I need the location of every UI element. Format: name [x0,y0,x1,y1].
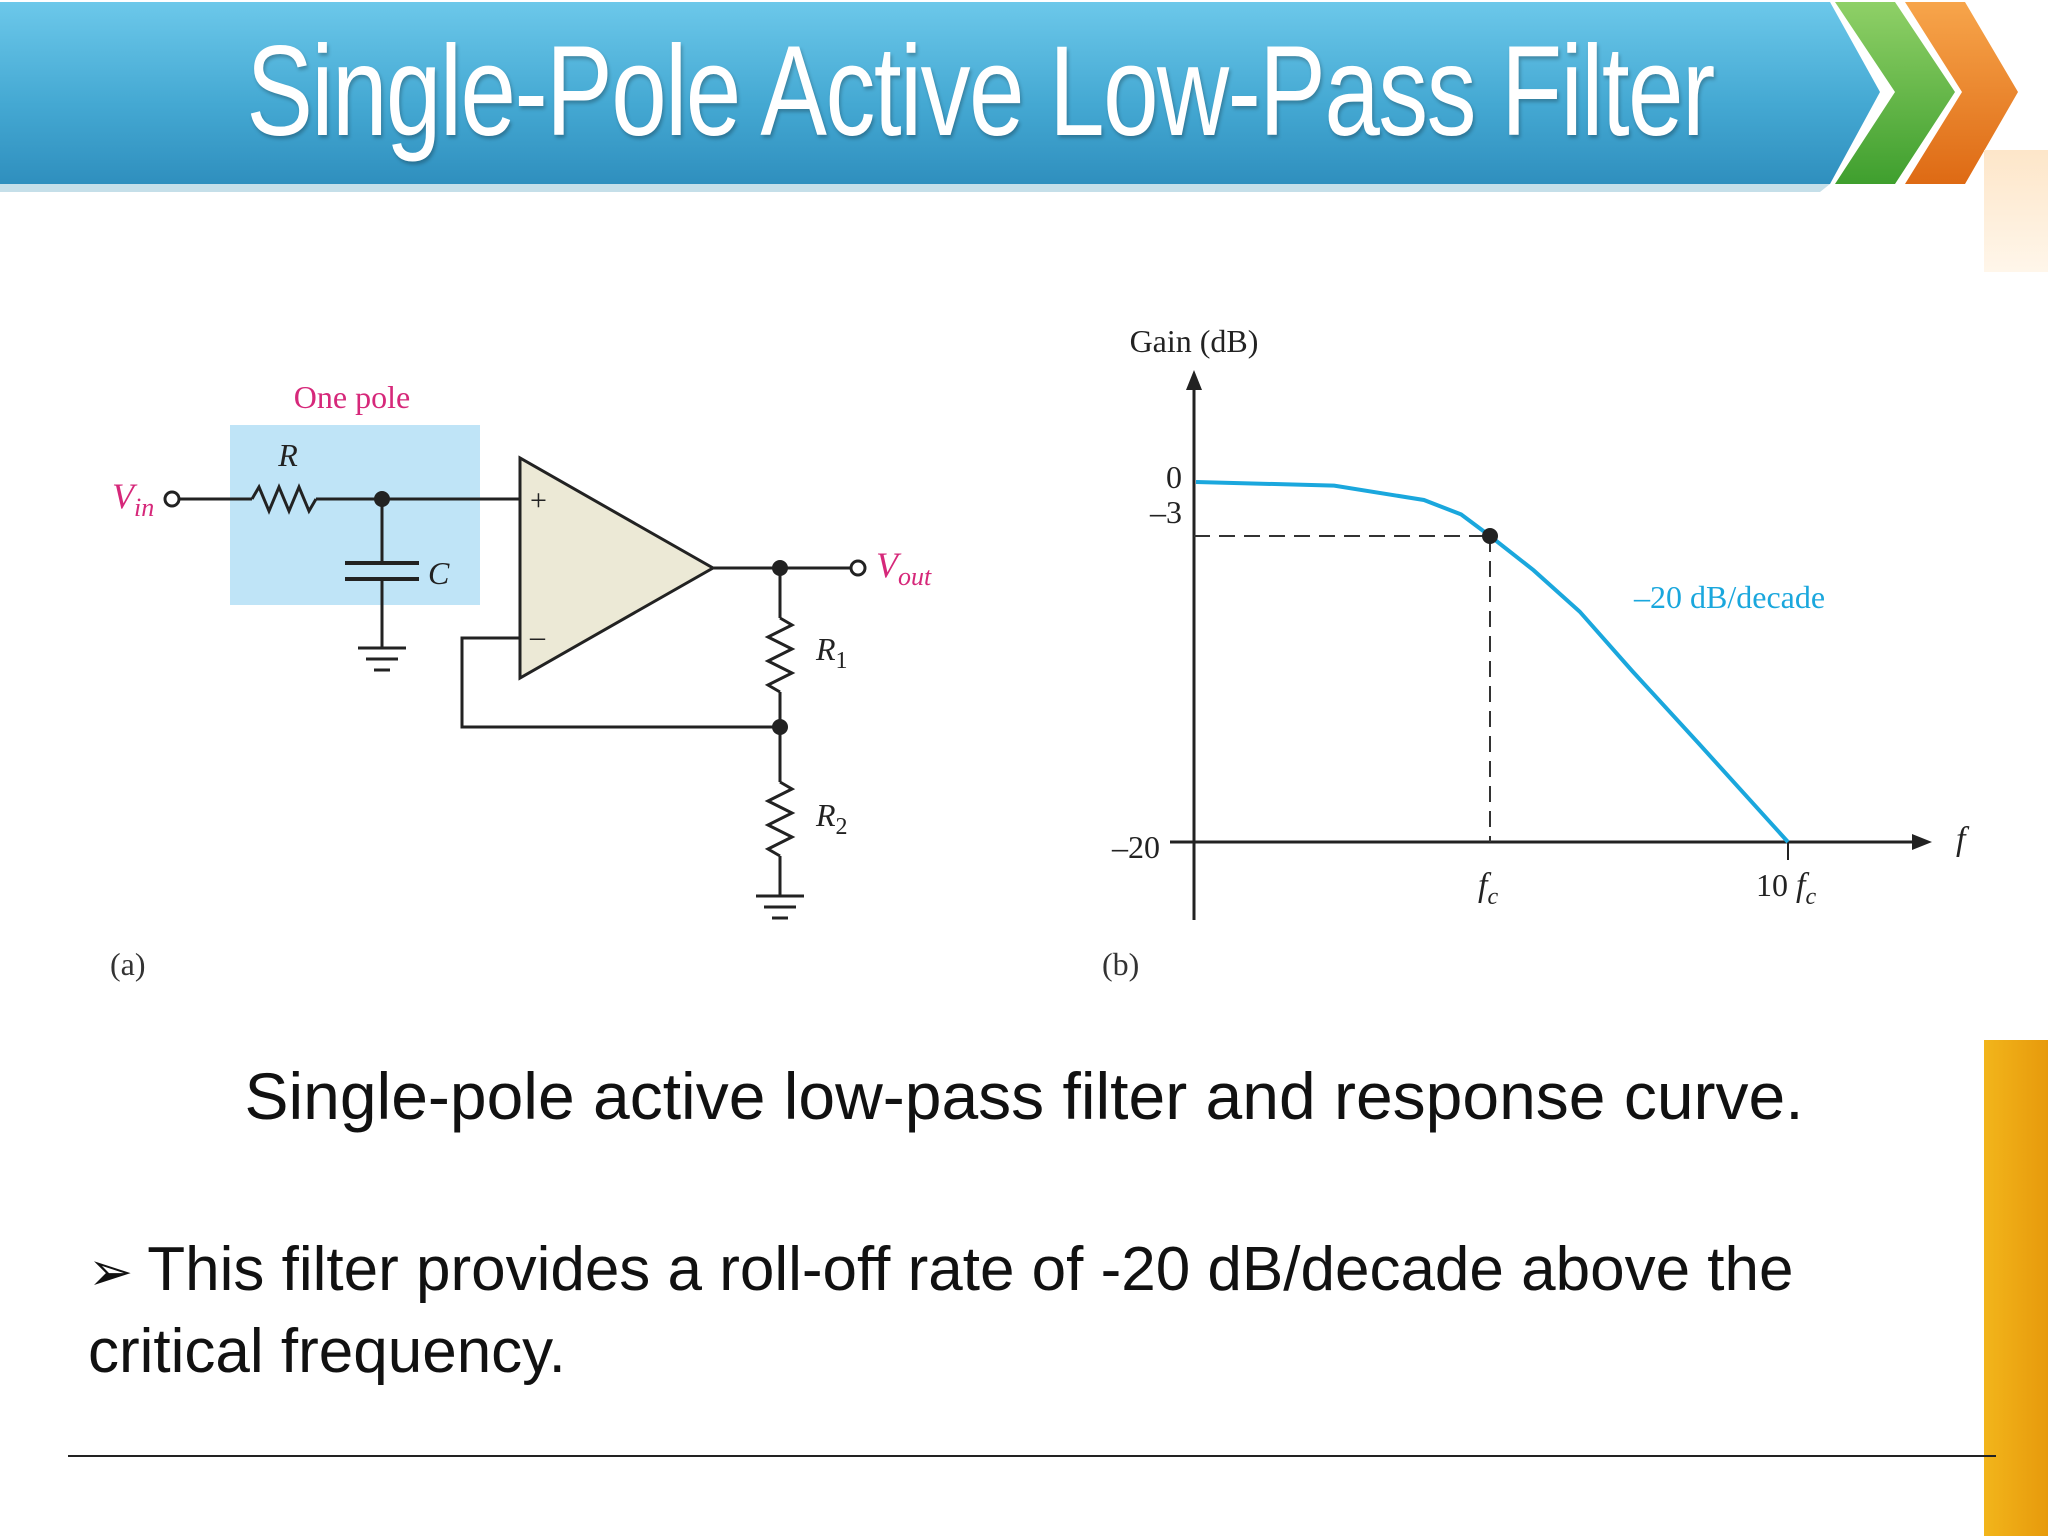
ten-fc-tick-label: 10 fc [1756,867,1816,910]
ground-icon-r2 [756,894,804,920]
y-axis-label: Gain (dB) [1130,323,1259,359]
y-tick-0: 0 [1166,459,1182,495]
opamp-triangle [518,455,717,681]
side-accent-bottom [1984,1040,2048,1536]
x-axis-label: f [1956,821,1970,858]
panel-b-label: (b) [1102,946,1139,982]
x-axis-arrow-icon [1912,834,1932,850]
opamp-minus-label: – [529,620,546,653]
ground-icon-cap [358,646,406,672]
bullet-point: ➢ This filter provides a roll-off rate of… [88,1230,1988,1392]
figure-caption: Single-pole active low-pass filter and r… [244,1059,1804,1133]
vout-label: Vout [876,545,932,591]
fc-tick-label: fc [1478,867,1498,910]
r1-label: R1 [815,631,848,674]
vin-terminal [163,490,181,508]
y-tick-minus3: –3 [1149,494,1182,530]
panel-a-label: (a) [110,946,146,982]
opamp-plus-label: + [530,484,547,517]
page-title: Single-Pole Active Low-Pass Filter [246,19,1715,163]
banner-bar [0,2,1880,184]
one-pole-highlight-box [230,425,480,605]
bullet-text-line1: This filter provides a roll-off rate of … [147,1235,1794,1304]
resistor-r1-icon [764,616,796,694]
y-tick-minus20: –20 [1111,829,1160,865]
resistor-r-icon [250,483,318,515]
capacitor-c-label: C [428,555,450,591]
one-pole-label: One pole [294,379,410,415]
vout-terminal [849,559,867,577]
y-axis-arrow-icon [1186,370,1202,390]
chevron-orange-icon [1905,2,2018,184]
circuit-diagram [163,425,867,920]
response-chart [1170,370,1932,920]
chevron-green-icon [1835,2,1955,184]
resistor-r2-icon [764,780,796,858]
bullet-arrow-icon: ➢ [88,1240,134,1303]
r2-label: R2 [815,797,848,840]
slope-annotation: –20 dB/decade [1633,579,1825,615]
response-curve [1195,480,1790,844]
vin-label: Vin [112,476,154,522]
title-banner [0,2,2018,192]
figure: One pole R C Vin Vout + – R1 R2 (a) Gain… [110,323,1970,982]
cutoff-point-marker [1482,528,1498,544]
footer-rule [68,1455,1996,1457]
wire-feedback [460,636,780,729]
banner-shadow [0,184,1830,192]
resistor-r-label: R [277,437,298,473]
bullet-text-line2: critical frequency. [88,1317,566,1386]
side-accent-top [1984,150,2048,272]
